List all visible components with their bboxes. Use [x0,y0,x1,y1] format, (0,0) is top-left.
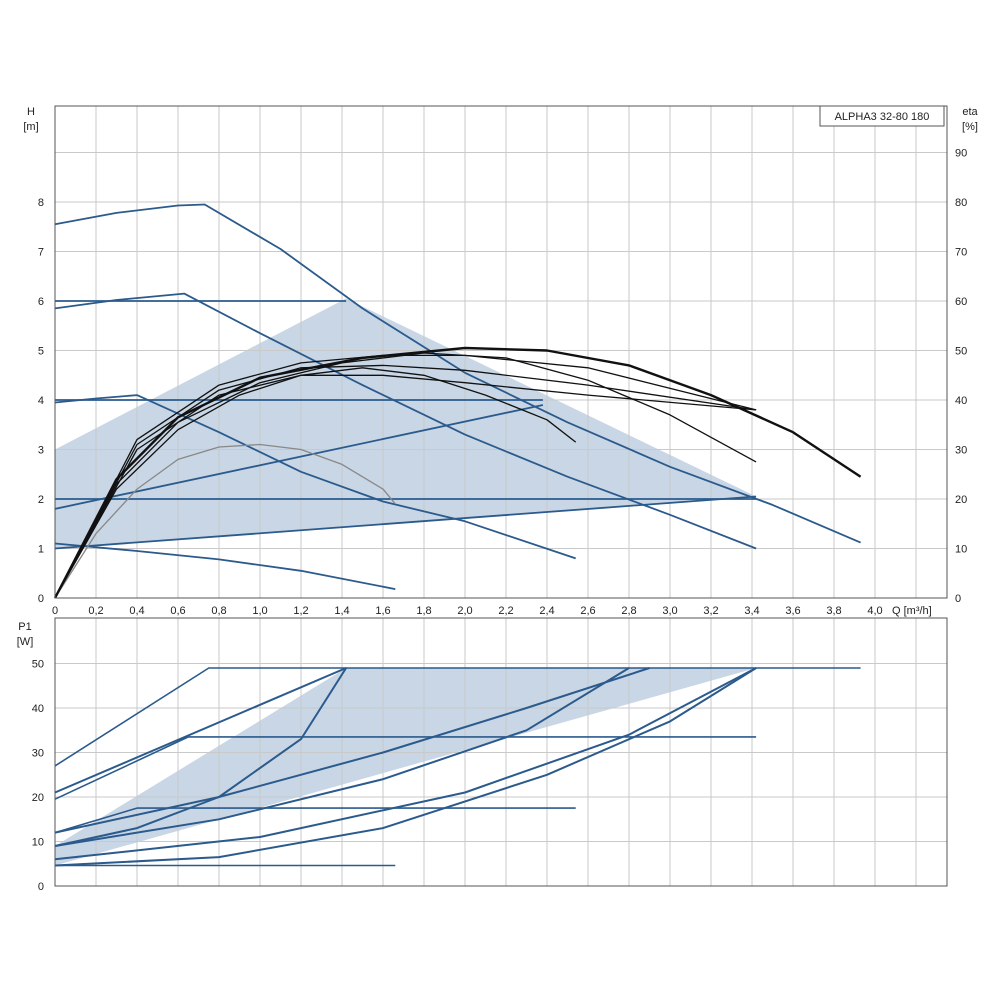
head-axis-tick-label: 4 [38,395,44,407]
efficiency-axis-title: eta [962,106,978,118]
plot-frames [54,105,948,887]
flow-axis-tick-label: 3,4 [744,605,759,617]
efficiency-axis-tick-label: 30 [955,445,967,457]
head-axis-tick-label: 2 [38,494,44,506]
efficiency-curve-0 [54,443,396,599]
flow-axis-tick-label: 3,6 [785,605,800,617]
power-axis-tick-label: 40 [32,703,44,715]
power-plot-frame [54,617,948,887]
head-axis-tick-label: 5 [38,346,44,358]
flow-axis-tick-label: 4,0 [867,605,882,617]
head-curve-8 [54,495,757,550]
flow-axis-tick-label: 2,4 [539,605,554,617]
power-axis-unit: [W] [17,636,34,648]
power-axis-tick-label: 20 [32,792,44,804]
power-axis-title: P1 [18,621,31,633]
model-label-box [819,105,945,127]
power-axis-tick-label: 30 [32,748,44,760]
flow-axis-tick-label: 1,4 [334,605,349,617]
flow-axis-tick-label: 1,2 [293,605,308,617]
power-curves [54,667,861,867]
power-axis-tick-label: 0 [38,881,44,893]
flow-axis-tick-label: 0,6 [170,605,185,617]
flow-axis-tick-label: 2,6 [580,605,595,617]
flow-axis-tick-label: 3,2 [703,605,718,617]
head-curve-3 [54,542,396,590]
power-curve-1 [54,736,757,800]
efficiency-curves [53,346,862,599]
power-curve-4 [54,667,347,794]
efficiency-axis-tick-label: 20 [955,494,967,506]
flow-axis-tick-label: 1,6 [375,605,390,617]
head-axis-title: H [27,106,35,118]
head-operating-area [55,298,757,549]
head-curve-7 [54,404,544,510]
efficiency-axis-tick-label: 50 [955,346,967,358]
efficiency-curve-2 [54,352,757,599]
head-axis-unit: [m] [23,121,38,133]
flow-axis-tick-label: 3,0 [662,605,677,617]
efficiency-curve-4 [54,374,757,599]
power-curve-7 [54,667,630,847]
efficiency-axis-unit: [%] [962,121,978,133]
head-axis-tick-label: 8 [38,197,44,209]
head-axis-tick-label: 1 [38,544,44,556]
head-curve-2 [54,394,576,560]
flow-axis-tick-label: 0,8 [211,605,226,617]
efficiency-curve-1 [54,367,577,599]
power-axis-tick-label: 10 [32,837,44,849]
head-axis-tick-label: 0 [38,593,44,605]
flow-axis-tick-label: 0 [52,605,58,617]
efficiency-axis-tick-label: 0 [955,593,961,605]
flow-axis-tick-label: 0,2 [88,605,103,617]
head-axis-tick-label: 7 [38,247,44,259]
head-axis-tick-label: 3 [38,445,44,457]
head-operating-area-fill [55,298,757,549]
head-curve-1 [54,292,757,550]
flow-axis-tick-label: 3,8 [826,605,841,617]
power-curve-2 [54,807,576,834]
head-plot-frame [54,105,948,599]
efficiency-axis-tick-label: 60 [955,296,967,308]
flow-axis-tick-label: 1,0 [252,605,267,617]
efficiency-curve-5 [54,364,757,599]
power-axis-tick-label: 50 [32,659,44,671]
power-curve-0 [54,667,861,767]
flow-axis-tick-label: 2,8 [621,605,636,617]
efficiency-axis-tick-label: 70 [955,247,967,259]
power-curve-8 [54,667,757,861]
head-curve-0 [54,203,861,544]
efficiency-axis-tick-label: 80 [955,197,967,209]
power-curve-6 [54,667,650,834]
flow-axis-tick-label: 1,8 [416,605,431,617]
flow-axis-tick-label: 0,4 [129,605,144,617]
head-curves [54,203,861,590]
efficiency-axis-tick-label: 10 [955,544,967,556]
head-axis-tick-label: 6 [38,296,44,308]
efficiency-curve-6 [54,354,757,599]
efficiency-axis-tick-label: 90 [955,148,967,160]
flow-axis-title: Q [m³/h] [892,605,932,617]
model-label: ALPHA3 32-80 180 [835,111,930,123]
flow-axis-tick-label: 2,0 [457,605,472,617]
efficiency-axis-tick-label: 40 [955,395,967,407]
flow-axis-tick-label: 2,2 [498,605,513,617]
power-grid [54,618,947,886]
power-curve-9 [54,667,757,867]
